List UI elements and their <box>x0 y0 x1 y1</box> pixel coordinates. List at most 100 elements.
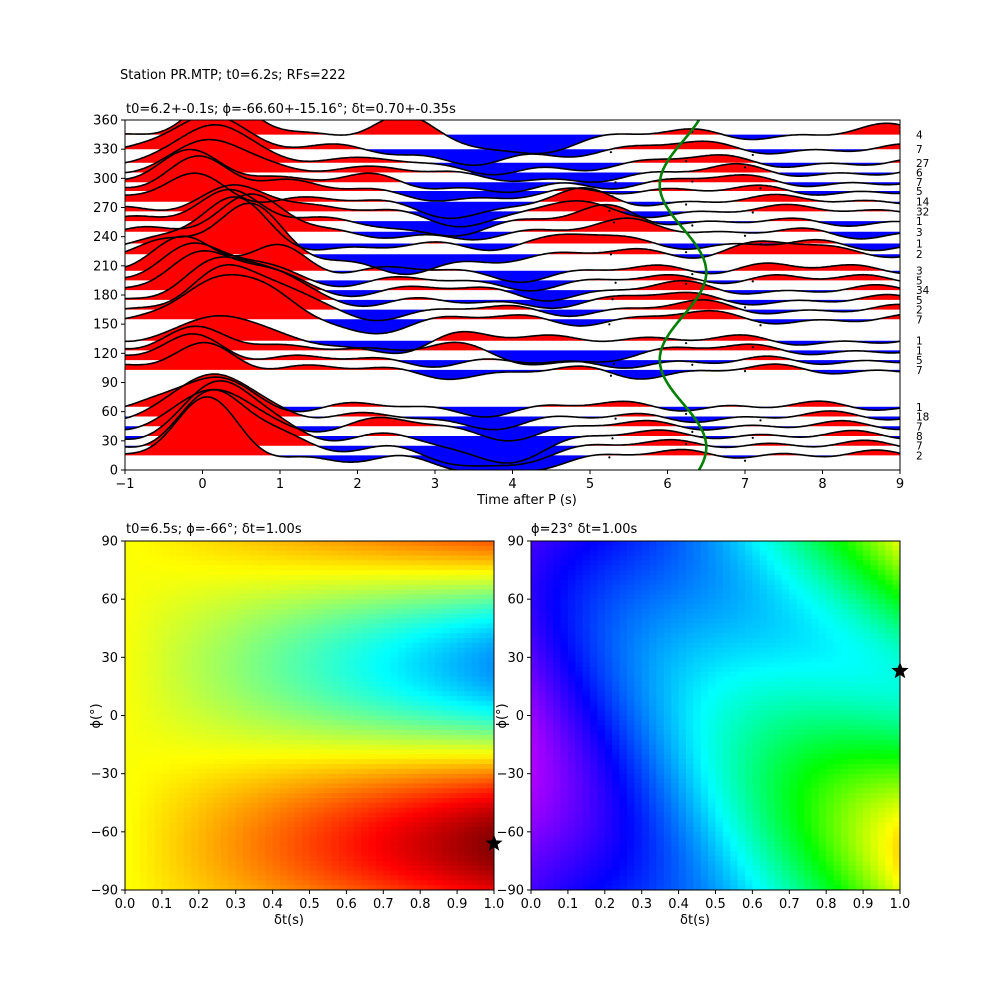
heatmap-cell <box>390 599 399 605</box>
heatmap-cell <box>464 599 473 605</box>
heatmap-cell <box>235 836 244 843</box>
heatmap-cell <box>442 555 451 561</box>
heatmap-cell <box>590 831 599 838</box>
heatmap-cell <box>398 541 407 547</box>
heatmap-cell <box>420 720 429 726</box>
heatmap-cell <box>161 715 170 721</box>
heatmap-cell <box>538 652 547 658</box>
heatmap-cell <box>169 608 178 615</box>
heatmap-cell <box>575 584 584 591</box>
heatmap-cell <box>176 754 185 760</box>
heatmap-cell <box>582 715 591 721</box>
heatmap-cell <box>479 696 488 702</box>
x-tick-label: 0.9 <box>447 897 468 912</box>
heatmap-cell <box>184 686 193 692</box>
heatmap-cell <box>324 725 333 731</box>
heatmap-cell <box>405 739 414 746</box>
heatmap-cell <box>206 579 215 586</box>
heatmap-cell <box>420 647 429 654</box>
heatmap-cell <box>486 773 494 780</box>
heatmap-cell <box>294 841 303 847</box>
heatmap-cell <box>125 613 133 620</box>
heatmap-cell <box>324 817 333 823</box>
heatmap-cell <box>457 623 466 629</box>
heatmap-cell <box>132 802 141 809</box>
heatmap-cell <box>427 856 436 862</box>
heatmap-cell <box>309 560 318 566</box>
heatmap-cell <box>161 705 170 712</box>
heatmap-cell <box>597 691 606 697</box>
heatmap-cell <box>567 579 576 586</box>
heatmap-cell <box>567 802 576 809</box>
heatmap-cell <box>486 870 494 877</box>
heatmap-cell <box>353 705 362 712</box>
heatmap-cell <box>634 870 643 877</box>
heatmap-cell <box>368 628 377 634</box>
heatmap-cell <box>567 783 576 789</box>
heatmap-cell <box>147 667 156 673</box>
heatmap-cell <box>405 589 414 595</box>
heatmap-cell <box>383 662 392 668</box>
heatmap-cell <box>560 691 569 697</box>
heatmap-cell <box>324 647 333 654</box>
heatmap-cell <box>545 618 554 625</box>
heatmap-cell <box>538 856 547 862</box>
heatmap-cell <box>368 681 377 688</box>
heatmap-cell <box>213 579 222 586</box>
heatmap-cell <box>309 783 318 789</box>
heatmap-cell <box>612 754 621 760</box>
heatmap-cell <box>590 676 599 683</box>
heatmap-cell <box>626 671 635 678</box>
heatmap-cell <box>626 667 635 673</box>
heatmap-cell <box>132 662 141 668</box>
heatmap-cell <box>235 826 244 833</box>
heatmap-cell <box>257 836 266 843</box>
heatmap-cell <box>169 773 178 780</box>
heatmap-cell <box>139 667 148 673</box>
heatmap-cell <box>324 579 333 586</box>
heatmap-cell <box>235 754 244 760</box>
heatmap-cell <box>634 725 643 731</box>
heatmap-cell <box>486 604 494 610</box>
heatmap-cell <box>339 608 347 615</box>
heatmap-cell <box>235 608 244 615</box>
heatmap-cell <box>390 613 399 620</box>
heatmap-cell <box>398 783 407 789</box>
heatmap-cell <box>420 851 429 857</box>
heatmap-cell <box>294 637 303 644</box>
heatmap-cell <box>324 773 333 780</box>
heatmap-cell <box>287 880 296 886</box>
heatmap-cell <box>626 715 635 721</box>
heatmap-cell <box>434 560 443 566</box>
heatmap-cell <box>139 633 148 639</box>
heatmap-cell <box>375 822 384 828</box>
heatmap-cell <box>545 579 554 586</box>
heatmap-cell <box>265 734 274 741</box>
heatmap-cell <box>553 797 562 804</box>
heatmap-cell <box>434 846 443 852</box>
heatmap-cell <box>582 880 591 886</box>
heatmap-cell <box>184 676 193 683</box>
heatmap-cell <box>331 618 340 625</box>
heatmap-cell <box>125 589 133 595</box>
heatmap-cell <box>590 836 599 843</box>
heatmap-cell <box>147 720 156 726</box>
heatmap-cell <box>132 807 141 814</box>
heatmap-cell <box>538 696 547 702</box>
left-y-label: ϕ(°) <box>89 703 104 728</box>
heatmap-cell <box>405 768 414 775</box>
heatmap-cell <box>324 560 333 566</box>
heatmap-cell <box>287 584 296 591</box>
heatmap-cell <box>220 773 229 780</box>
heatmap-cell <box>567 822 576 828</box>
heatmap-cell <box>368 700 377 707</box>
heatmap-cell <box>331 637 340 644</box>
heatmap-cell <box>405 754 414 760</box>
heatmap-cell <box>457 667 466 673</box>
heatmap-cell <box>250 589 259 595</box>
heatmap-cell <box>309 797 318 804</box>
heatmap-cell <box>531 860 539 867</box>
heatmap-cell <box>626 768 635 775</box>
heatmap-cell <box>228 730 237 736</box>
heatmap-cell <box>597 623 606 629</box>
